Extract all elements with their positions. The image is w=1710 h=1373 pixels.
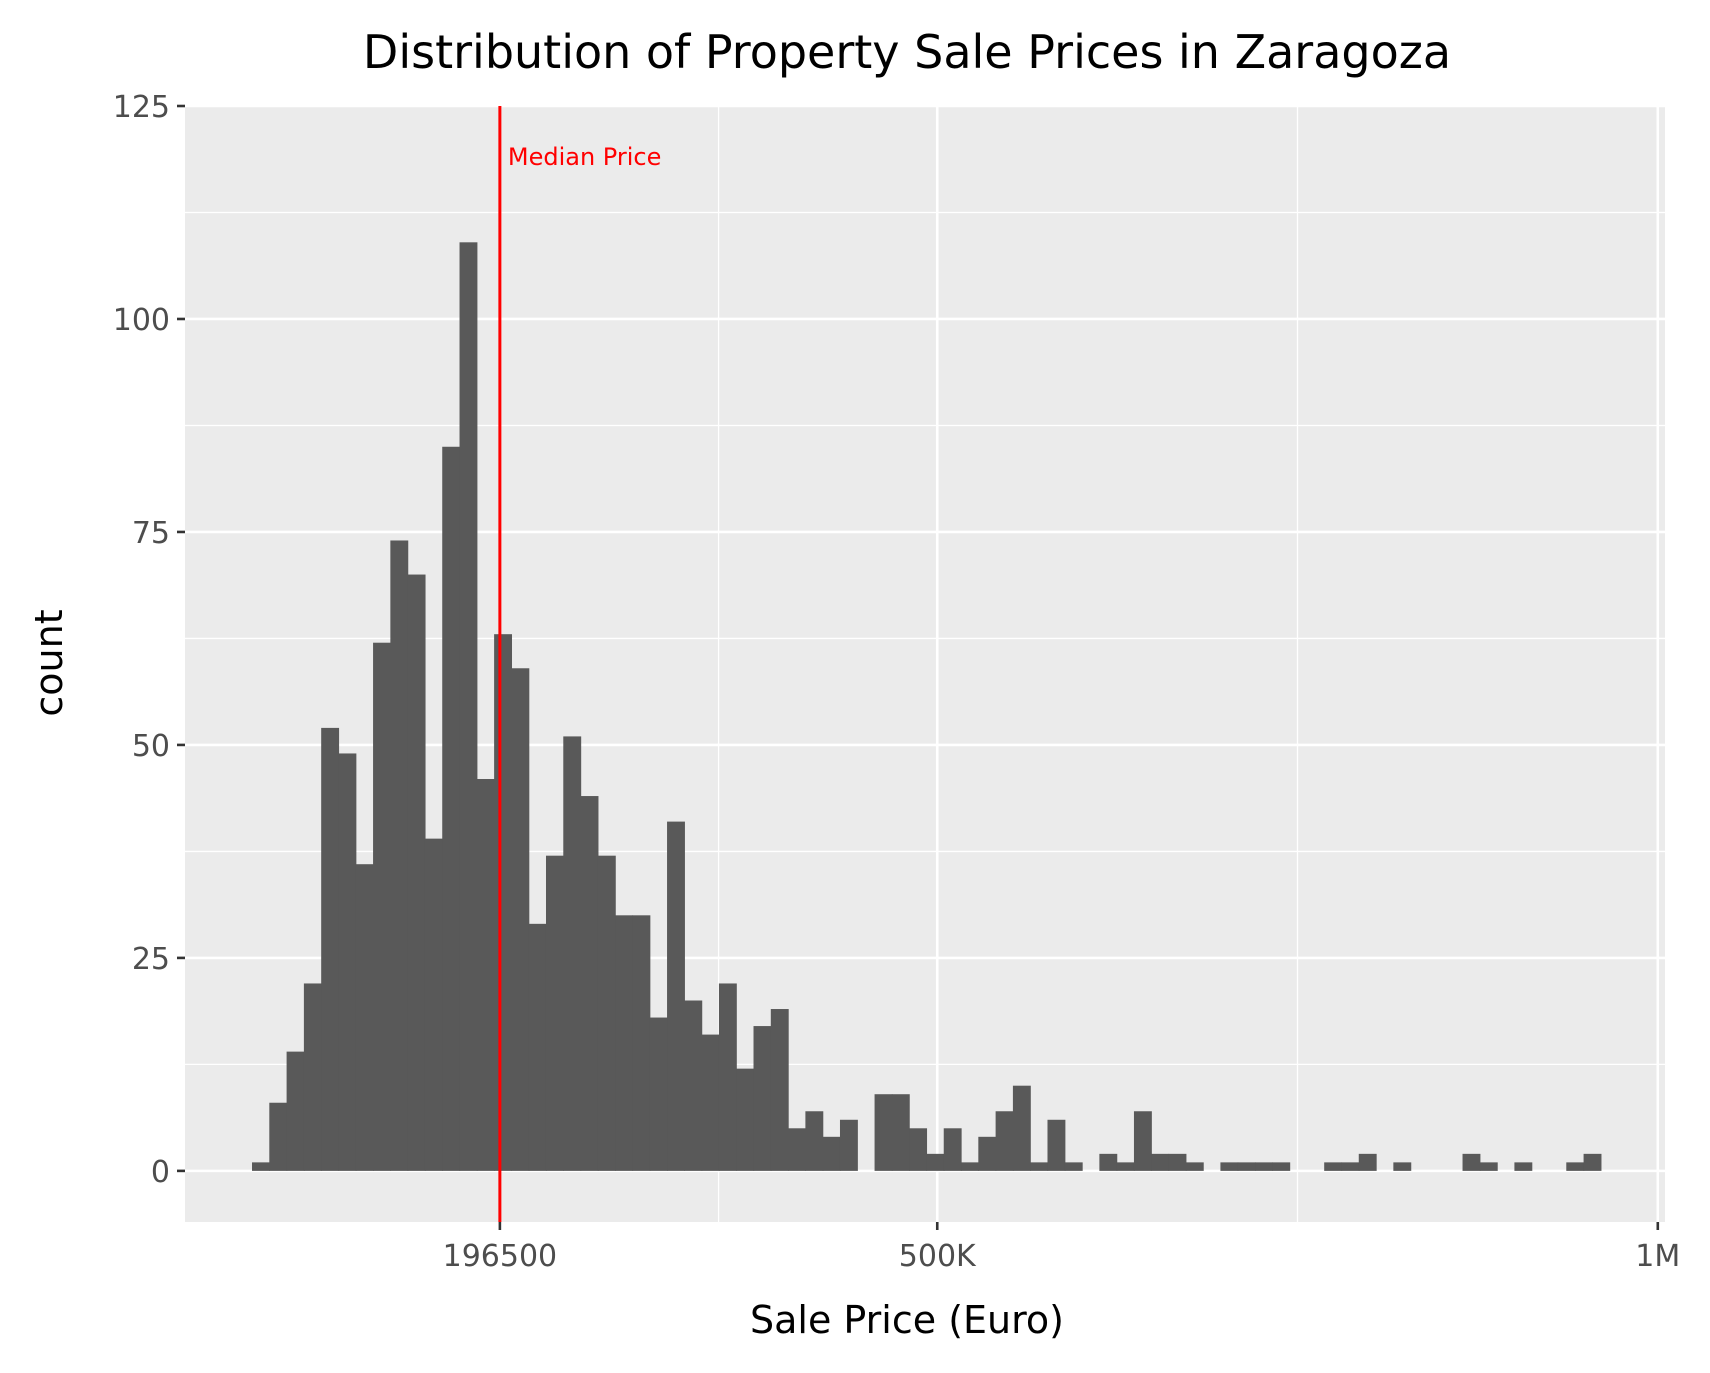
histogram-bar [926,1153,945,1171]
x-tick-label: 500K [899,1239,977,1274]
y-axis-label: count [27,609,71,716]
histogram-bar [788,1128,806,1171]
axes: 0 25 50 75 100 125 196500 500K 1M [113,90,1681,1274]
histogram-bar [1168,1153,1187,1171]
histogram-bar [545,855,564,1171]
histogram-bar [442,446,461,1171]
histogram-bar [511,668,530,1171]
histogram-bar [1272,1162,1291,1171]
histogram-bar [1237,1162,1256,1171]
histogram-bar [407,574,426,1171]
histogram-bar [995,1111,1014,1171]
histogram-bar [909,1128,928,1171]
histogram-bar [667,821,685,1171]
histogram-bar [1341,1162,1360,1171]
histogram-bar [390,540,409,1171]
histogram-bar [805,1111,824,1171]
histogram-bar [1030,1162,1049,1171]
histogram-bar [338,753,357,1171]
histogram-bar [459,242,478,1171]
histogram-bar [943,1128,962,1171]
histogram-bar [424,838,443,1171]
histogram-bar [355,864,374,1171]
histogram-bar [718,983,737,1171]
histogram-bar [891,1094,910,1171]
histogram-bar [563,736,582,1171]
histogram-bar [701,1034,720,1171]
y-tick-label: 125 [113,90,170,125]
histogram-bar [373,642,391,1171]
histogram-bar [1012,1085,1031,1171]
x-axis-label: Sale Price (Euro) [750,1298,1064,1342]
histogram-bar [684,1000,703,1171]
histogram-bar [580,796,599,1171]
histogram-bar [1220,1162,1239,1171]
histogram-bar [632,915,651,1171]
histogram-bar [874,1094,893,1171]
histogram-bar [753,1026,772,1171]
histogram-bar [476,779,495,1171]
histogram-bar [615,915,634,1171]
histogram-bar [1047,1119,1066,1171]
median-line-group: Median Price [498,106,661,1222]
histogram-bar [1479,1162,1498,1171]
histogram-bar [1393,1162,1412,1171]
histogram-bar [1583,1153,1602,1171]
y-tick-label: 25 [132,942,170,977]
median-line-label: Median Price [508,143,661,171]
histogram-bar [1185,1162,1204,1171]
x-tick-label: 1M [1635,1239,1680,1274]
histogram-bar [736,1068,755,1171]
histogram-bar [1324,1162,1343,1171]
histogram-bar [321,727,340,1171]
y-tick-label: 0 [151,1155,170,1190]
histogram-bar [269,1102,288,1171]
histogram-bar [303,983,322,1171]
y-tick-label: 50 [132,729,170,764]
histogram-bar [1514,1162,1533,1171]
x-tick-label: 196500 [443,1239,558,1274]
chart-title: Distribution of Property Sale Prices in … [363,25,1451,79]
histogram-bar [978,1136,997,1171]
histogram-bar [286,1051,305,1171]
histogram-bar [1566,1162,1585,1171]
histogram-bar [839,1119,858,1171]
histogram-bar [1358,1153,1377,1171]
histogram-bar [961,1162,979,1171]
histogram-bar [770,1009,789,1171]
histogram-bar [1064,1162,1083,1171]
histogram-bar [1133,1111,1152,1171]
histogram-bar [1255,1162,1273,1171]
y-tick-label: 100 [113,303,170,338]
histogram-bar [1116,1162,1135,1171]
histogram-bar [528,923,547,1171]
histogram-bar [252,1162,270,1171]
histogram-bar [822,1136,841,1171]
histogram-bar [1099,1153,1118,1171]
histogram-bars [252,242,1602,1171]
histogram-bar [1151,1153,1170,1171]
histogram-bar [1462,1153,1481,1171]
histogram-bar [649,1017,668,1171]
y-tick-label: 75 [132,516,170,551]
histogram-bar [597,855,616,1171]
histogram-bar [494,634,513,1171]
